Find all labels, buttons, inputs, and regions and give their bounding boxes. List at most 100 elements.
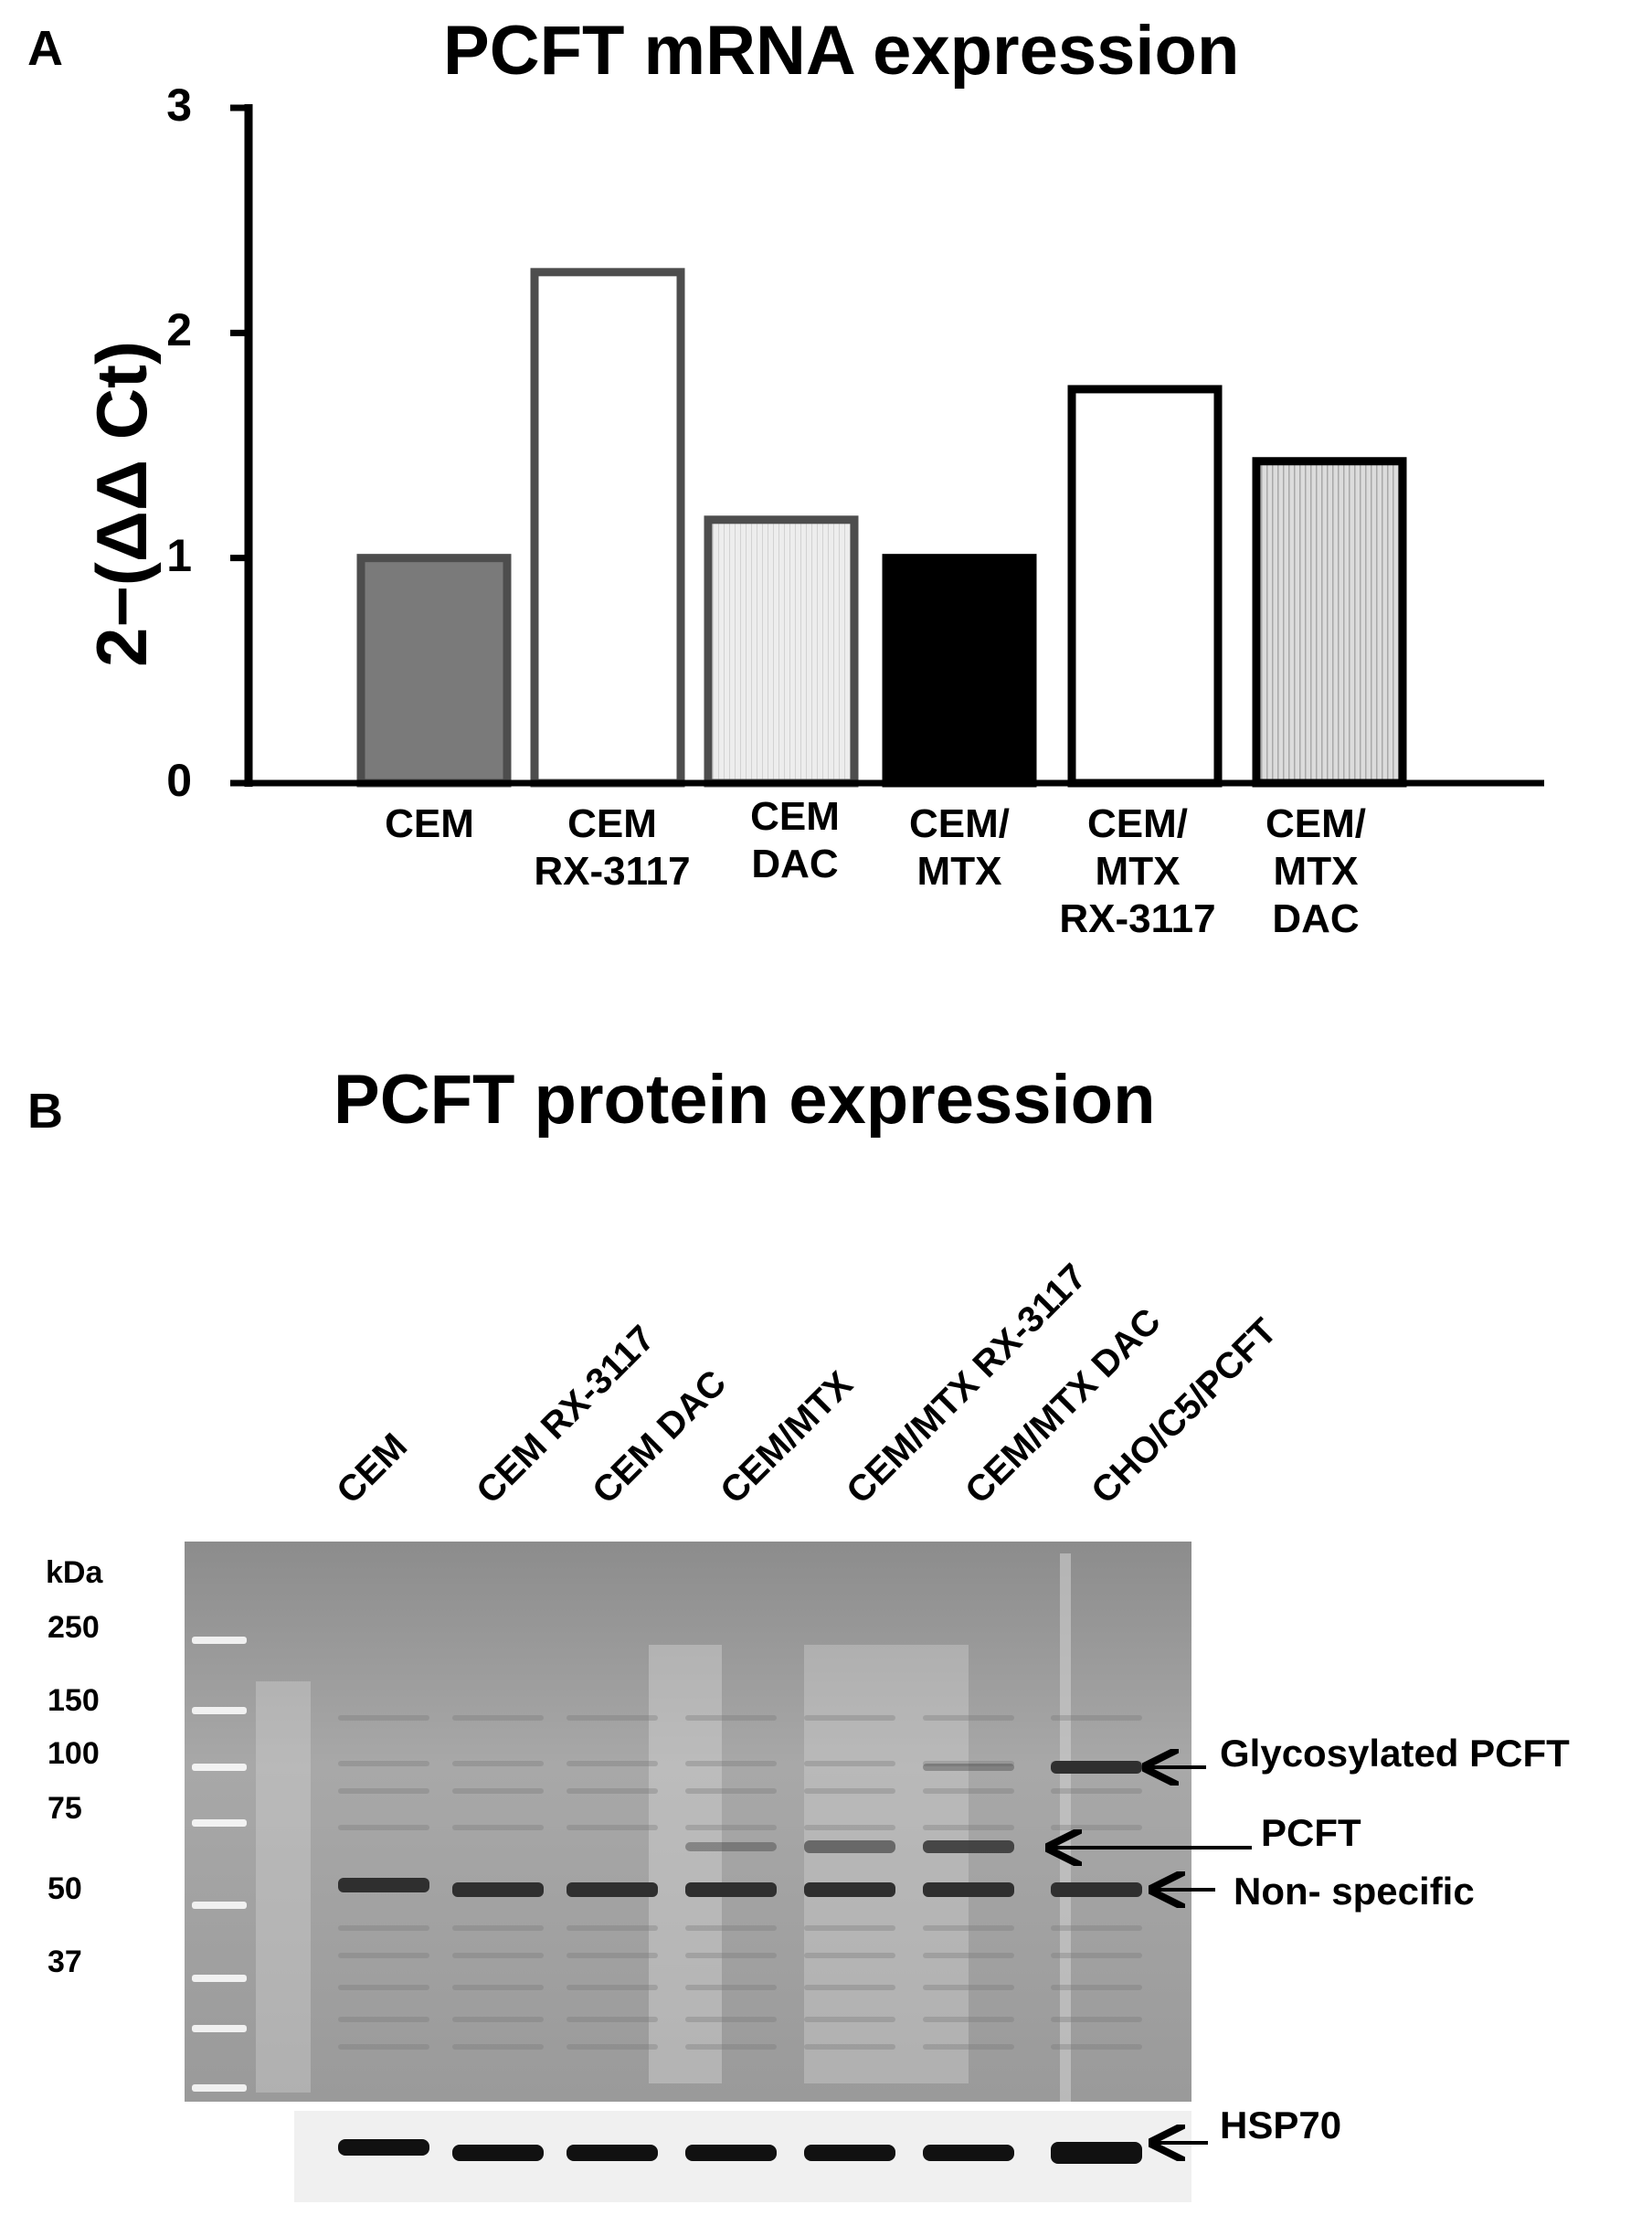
nonspecific-band — [452, 1882, 544, 1897]
hsp70-band — [804, 2145, 895, 2161]
faint-band — [452, 1825, 544, 1830]
faint-band — [923, 2044, 1014, 2050]
faint-band — [338, 1825, 429, 1830]
faint-band — [567, 1761, 658, 1766]
hsp70-band — [923, 2145, 1014, 2161]
kda-marker-label: 100 — [48, 1736, 100, 1771]
ladder-band — [192, 1637, 247, 1644]
faint-band — [804, 1953, 895, 1958]
faint-band — [338, 2044, 429, 2050]
kda-marker-label: 37 — [48, 1945, 82, 1979]
chart-title: PCFT mRNA expression — [443, 12, 1240, 90]
faint-band — [685, 1985, 777, 1990]
faint-band — [923, 1985, 1014, 1990]
kda-marker-label: 250 — [48, 1610, 100, 1645]
hsp70-band — [1051, 2142, 1142, 2164]
faint-band — [923, 2017, 1014, 2022]
faint-band — [338, 1788, 429, 1794]
faint-band — [685, 2017, 777, 2022]
faint-band — [804, 2017, 895, 2022]
bar-5 — [1252, 457, 1407, 788]
faint-band — [685, 1953, 777, 1958]
faint-band — [1051, 1825, 1142, 1830]
faint-band — [338, 1715, 429, 1721]
x-category-line: CEM/ — [1265, 801, 1366, 846]
faint-band — [452, 2044, 544, 2050]
y-tick-label: 2 — [166, 304, 192, 356]
faint-band — [452, 1985, 544, 1990]
faint-band — [804, 1985, 895, 1990]
faint-band — [338, 1761, 429, 1766]
y-tick-label: 0 — [166, 755, 192, 806]
x-category-label: CEM/MTX DAC — [1211, 800, 1421, 943]
kda-header: kDa — [46, 1555, 103, 1590]
faint-band — [923, 1764, 1014, 1771]
x-category-line: CEM/ — [1087, 801, 1188, 846]
faint-band — [804, 1788, 895, 1794]
x-category-line: RX-3117 — [534, 849, 691, 894]
faint-band — [452, 1925, 544, 1931]
bar-2 — [704, 515, 859, 788]
faint-band — [567, 1985, 658, 1990]
faint-band — [923, 1715, 1014, 1721]
faint-band — [338, 1925, 429, 1931]
faint-band — [1051, 2044, 1142, 2050]
faint-band — [923, 1825, 1014, 1830]
faint-band — [567, 2044, 658, 2050]
x-category-line: RX-3117 — [1059, 896, 1216, 941]
faint-band — [567, 1715, 658, 1721]
faint-band — [338, 2017, 429, 2022]
faint-band — [923, 1761, 1014, 1766]
gel-streak — [804, 1645, 969, 2083]
panel-b-letter: B — [27, 1084, 63, 1139]
x-category-line: DAC — [751, 842, 839, 886]
x-category-label: CEM/MTX RX-3117 — [1032, 800, 1243, 943]
x-category-line: CEM/ — [909, 801, 1010, 846]
pcft-band — [923, 1840, 1014, 1853]
faint-band — [685, 1788, 777, 1794]
faint-band — [1051, 1715, 1142, 1721]
faint-band — [1051, 2017, 1142, 2022]
gel-membrane — [185, 1542, 1191, 2102]
ladder-band — [192, 1975, 247, 1982]
x-category-label: CEM/MTX — [854, 800, 1064, 896]
x-category-line: CEM — [567, 801, 657, 846]
nonspecific-band — [338, 1878, 429, 1892]
hsp70-band — [567, 2145, 658, 2161]
faint-band — [567, 1825, 658, 1830]
x-category-line: MTX — [916, 849, 1002, 894]
gel-streak — [256, 1681, 311, 2093]
faint-band — [923, 1925, 1014, 1931]
faint-band — [685, 2044, 777, 2050]
glycosylated-pcft-label: Glycosylated PCFT — [1220, 1732, 1570, 1775]
faint-band — [1051, 1788, 1142, 1794]
x-category-label: CEM RX-3117 — [507, 800, 717, 896]
faint-band — [452, 1953, 544, 1958]
faint-band — [1051, 1953, 1142, 1958]
gel-streak — [1060, 1553, 1071, 2102]
x-category-line: CEM — [385, 801, 474, 846]
faint-band — [804, 1761, 895, 1766]
faint-band — [685, 1825, 777, 1830]
nonspecific-band — [804, 1882, 895, 1897]
hsp70-band — [452, 2145, 544, 2161]
x-category-line: MTX — [1095, 849, 1181, 894]
faint-band — [338, 1985, 429, 1990]
ladder-band — [192, 2025, 247, 2032]
bar-1 — [530, 268, 685, 788]
nonspecific-band — [685, 1882, 777, 1897]
x-category-line: MTX — [1273, 849, 1359, 894]
pcft-band — [685, 1842, 777, 1851]
pcft-band — [804, 1840, 895, 1853]
bar-4 — [1067, 385, 1223, 788]
x-category-line: DAC — [1272, 896, 1360, 941]
nonspecific-band — [567, 1882, 658, 1897]
faint-band — [1051, 1925, 1142, 1931]
faint-band — [685, 1925, 777, 1931]
ladder-band — [192, 1764, 247, 1771]
nonspecific-label: Non- specific — [1234, 1870, 1475, 1913]
ladder-band — [192, 1819, 247, 1827]
faint-band — [452, 1788, 544, 1794]
faint-band — [567, 1788, 658, 1794]
faint-band — [338, 1953, 429, 1958]
